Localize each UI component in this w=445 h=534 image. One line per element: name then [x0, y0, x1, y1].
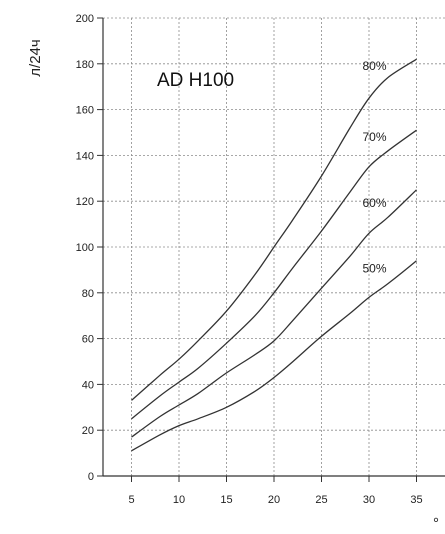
curves	[131, 58, 417, 452]
y-tick-label-40: 40	[82, 379, 94, 391]
chart-title: AD H100	[157, 70, 234, 91]
y-tick-label-180: 180	[76, 59, 94, 71]
x-tick-label-30: 30	[363, 494, 375, 506]
curve-80pct	[131, 58, 417, 401]
y-tick-label-200: 200	[76, 13, 94, 25]
curve-label-60pct: 60%	[362, 196, 386, 210]
y-axis-label: л/24ч	[27, 39, 44, 76]
x-axis-label: °	[433, 515, 439, 532]
axes: 0 20 40 60 80 100 120 140 160 180 200 5 10 15 20 25 30 35	[76, 13, 445, 506]
y-tick-label-120: 120	[76, 196, 94, 208]
y-tick-label-0: 0	[88, 471, 94, 483]
x-tick-label-10: 10	[173, 494, 185, 506]
curve-60pct	[131, 189, 417, 438]
curve-label-70pct: 70%	[362, 130, 386, 144]
y-tick-label-100: 100	[76, 242, 94, 254]
x-tick-label-5: 5	[128, 494, 134, 506]
y-tick-label-80: 80	[82, 288, 94, 300]
curve-label-50pct: 50%	[362, 262, 386, 276]
y-tick-label-60: 60	[82, 334, 94, 346]
x-tick-label-25: 25	[315, 494, 327, 506]
curve-70pct	[131, 129, 417, 420]
x-tick-label-15: 15	[220, 494, 232, 506]
y-tick-label-160: 160	[76, 105, 94, 117]
labels: 80% 70% 60% 50%	[362, 59, 386, 276]
curve-50pct	[131, 260, 417, 452]
x-tick-label-35: 35	[410, 494, 422, 506]
y-tick-label-20: 20	[82, 425, 94, 437]
curve-label-80pct: 80%	[362, 59, 386, 73]
y-tick-label-140: 140	[76, 150, 94, 162]
x-tick-label-20: 20	[268, 494, 280, 506]
